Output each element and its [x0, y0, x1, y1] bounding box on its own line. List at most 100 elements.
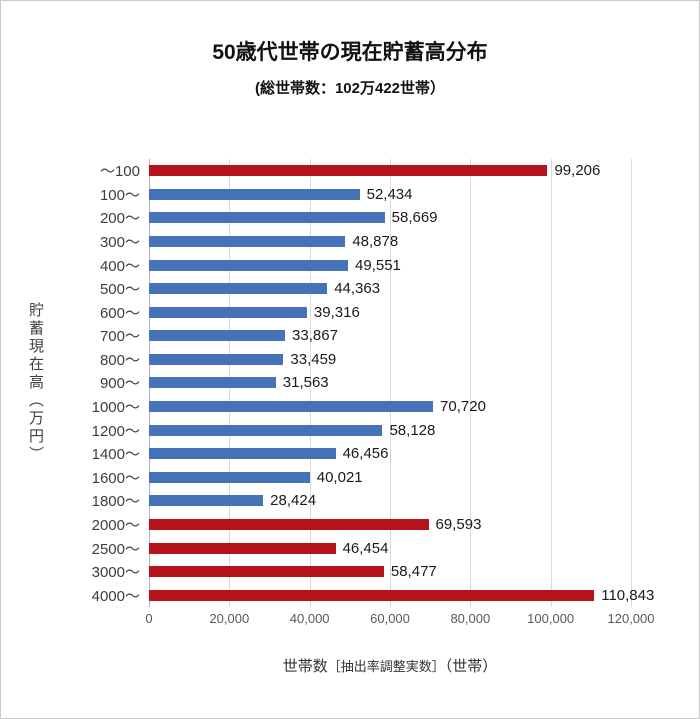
bar — [149, 566, 384, 578]
bar — [149, 471, 310, 483]
bar — [149, 448, 336, 460]
bar-value-label: 33,459 — [290, 350, 337, 368]
bar-row: 400～ 49,551 — [1, 253, 699, 277]
bar-row: 300～ 48,878 — [1, 230, 699, 254]
bar-track: 40,021 — [149, 466, 631, 490]
category-label: 1000～ — [91, 399, 140, 417]
bar-row: 1600～ 40,021 — [1, 466, 699, 490]
bar-row: ～100 99,206 — [1, 159, 699, 183]
gridline — [309, 159, 311, 607]
bar-row: 800～ 33,459 — [1, 348, 699, 372]
bar-value-label: 58,477 — [390, 563, 437, 581]
y-axis-title: 貯蓄現在高（万円） — [27, 302, 44, 464]
bar-track: 58,669 — [149, 206, 631, 230]
bar-track: 39,316 — [149, 300, 631, 324]
category-label: 1200～ — [91, 422, 140, 440]
category-label: 1400～ — [91, 446, 140, 464]
category-label: 900～ — [99, 375, 140, 393]
x-ticks: 0 20,000 40,000 60,000 80,000 100,000 120,000 — [145, 611, 654, 633]
category-label: 700～ — [99, 328, 140, 346]
x-tick-label: 100,000 — [527, 611, 575, 626]
x-tick-label: 120,000 — [607, 611, 655, 626]
bar — [149, 188, 360, 200]
bar-value-label: 99,206 — [554, 162, 601, 180]
category-label: 2500～ — [91, 540, 140, 558]
bar-value-label: 31,563 — [282, 374, 329, 392]
rows: ～100 99,206 100～ 52,434 200～ 58,669 300～ 48,878… — [1, 159, 699, 607]
chart-title: 50歳代世帯の現在貯蓄高分布 — [212, 41, 488, 64]
category-label: 1600～ — [91, 469, 140, 487]
bar — [149, 259, 349, 271]
bar-row: 2000～ 69,593 — [1, 513, 699, 537]
bar-value-label: 48,878 — [352, 233, 399, 251]
bar-track: 33,459 — [149, 348, 631, 372]
category-label: 600～ — [99, 304, 140, 322]
bar-row: 200～ 58,669 — [1, 206, 699, 230]
bar-track: 110,843 — [149, 583, 654, 607]
bar-row: 900～ 31,563 — [1, 371, 699, 395]
gridline — [470, 159, 472, 607]
bar-track: 28,424 — [149, 489, 631, 513]
bar-track: 69,593 — [149, 513, 631, 537]
bar-track: 31,563 — [149, 371, 631, 395]
category-label: 3000～ — [91, 564, 140, 582]
bar — [149, 330, 286, 342]
category-label: 4000～ — [91, 587, 140, 605]
bar-track: 46,456 — [149, 442, 631, 466]
bar — [149, 306, 307, 318]
bar-value-label: 70,720 — [440, 398, 486, 416]
gridline — [390, 159, 391, 607]
plot-area: 貯蓄現在高（万円） ～100 99,206 100～ 52,434 200～ 58,669… — [1, 159, 699, 607]
gridline — [631, 159, 632, 607]
category-label: 100～ — [99, 186, 140, 204]
bar-value-label: 52,434 — [366, 185, 413, 203]
bar-value-label: 46,456 — [342, 445, 389, 463]
category-label: 800～ — [99, 351, 140, 369]
bar — [149, 212, 385, 224]
bar-row: 2500～ 46,454 — [1, 536, 699, 560]
bar-track: 58,477 — [149, 560, 631, 584]
bar-value-label: 33,867 — [292, 327, 338, 345]
x-tick-label: 0 — [145, 611, 153, 626]
bar — [149, 165, 548, 177]
bar — [149, 283, 328, 295]
category-label: 300～ — [99, 234, 140, 252]
x-axis-title: 世帯数［抽出率調整実数］（世帯） — [149, 655, 631, 676]
bar-track: 58,128 — [149, 418, 631, 442]
bar — [149, 542, 336, 554]
bar-row: 100～ 52,434 — [1, 183, 699, 207]
gridline — [550, 159, 552, 607]
bar-row: 4000～ 110,843 — [1, 583, 699, 607]
bar-track: 46,454 — [149, 536, 631, 560]
bar-track: 48,878 — [149, 230, 631, 254]
bar-value-label: 110,843 — [601, 586, 655, 604]
x-tick-label: 60,000 — [370, 611, 410, 626]
category-label: 400～ — [99, 257, 140, 275]
bar — [149, 424, 383, 436]
x-axis-title-unit: （世帯） — [444, 658, 498, 675]
bar — [149, 495, 264, 507]
bar-value-label: 28,424 — [270, 492, 317, 510]
bar-track: 99,206 — [149, 159, 631, 183]
bar-row: 1400～ 46,456 — [1, 442, 699, 466]
bar-track: 33,867 — [149, 324, 631, 348]
bar — [149, 236, 346, 248]
x-axis-title-main: 世帯数 — [282, 658, 328, 675]
bar-value-label: 46,454 — [342, 539, 389, 557]
category-label: 2000～ — [91, 516, 140, 534]
bar-value-label: 58,128 — [389, 421, 436, 439]
bar-value-label: 69,593 — [435, 515, 482, 533]
bar — [149, 518, 429, 530]
x-axis-title-bracket: ［抽出率調整実数］ — [327, 659, 445, 674]
bar-value-label: 44,363 — [334, 280, 381, 298]
bar-track: 44,363 — [149, 277, 631, 301]
bar-row: 700～ 33,867 — [1, 324, 699, 348]
bar-row: 1000～ 70,720 — [1, 395, 699, 419]
bar-row: 1200～ 58,128 — [1, 418, 699, 442]
bar-value-label: 39,316 — [313, 303, 360, 321]
bar-track: 70,720 — [149, 395, 631, 419]
bar — [149, 401, 434, 413]
bar — [149, 589, 595, 601]
bar-value-label: 40,021 — [316, 468, 363, 486]
